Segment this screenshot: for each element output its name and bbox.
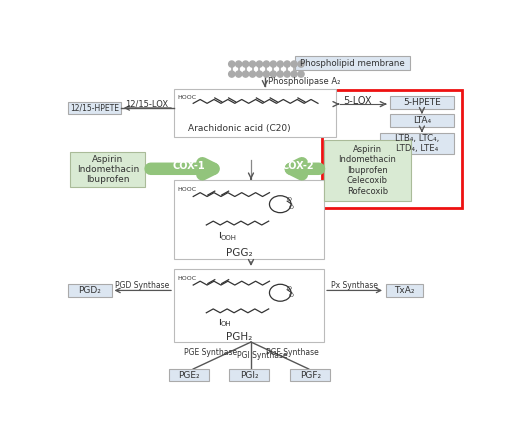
Circle shape [229,71,235,77]
Circle shape [298,71,304,77]
Bar [290,369,330,381]
Bar [174,179,324,259]
Bar [322,90,462,208]
Text: OH: OH [220,321,231,327]
Circle shape [256,71,263,77]
Circle shape [291,61,297,67]
Circle shape [284,61,290,67]
Bar [174,269,324,342]
Circle shape [236,71,242,77]
Bar [390,95,454,109]
Bar [69,284,112,297]
Text: PGD Synthase: PGD Synthase [115,281,170,290]
Text: PGI₂: PGI₂ [240,371,259,380]
Text: PGE Synthase: PGE Synthase [184,348,238,357]
Bar [324,139,411,201]
Text: HOOC: HOOC [178,276,197,281]
Circle shape [242,61,249,67]
Bar [69,102,121,114]
Text: OOH: OOH [220,235,236,241]
Text: PGF Synthase: PGF Synthase [266,348,319,357]
Circle shape [250,61,255,67]
Text: PGI Synthase: PGI Synthase [237,351,288,361]
Text: PGE₂: PGE₂ [178,371,199,380]
Text: 12/15-HPETE: 12/15-HPETE [70,103,119,112]
Circle shape [256,61,263,67]
Text: PGG₂: PGG₂ [226,249,253,258]
Text: Px Synthase: Px Synthase [331,281,378,290]
Text: Phospholipase A₂: Phospholipase A₂ [268,77,340,86]
Circle shape [284,71,290,77]
Text: COX-1: COX-1 [172,162,205,171]
Circle shape [236,61,242,67]
Text: HOOC: HOOC [178,187,197,192]
Circle shape [270,61,277,67]
Circle shape [270,71,277,77]
Text: COX-2: COX-2 [282,162,315,171]
Text: LTA₄: LTA₄ [413,116,431,125]
Circle shape [263,71,269,77]
Text: 12/15-LOX: 12/15-LOX [126,99,169,109]
Text: HOOC: HOOC [178,95,197,100]
Circle shape [277,61,283,67]
Circle shape [229,61,235,67]
Text: PGH₂: PGH₂ [226,332,253,341]
Text: O: O [286,285,291,291]
Circle shape [277,71,283,77]
Text: Aspirin
Indomethacin
Ibuprofen: Aspirin Indomethacin Ibuprofen [77,155,139,184]
Bar [295,56,411,70]
Bar [380,133,454,154]
Text: Phospholipid membrane: Phospholipid membrane [300,59,405,68]
Text: PGD₂: PGD₂ [78,286,102,295]
Text: O: O [289,293,294,298]
Bar [390,114,454,127]
Circle shape [291,71,297,77]
Bar [70,152,145,187]
Text: PGF₂: PGF₂ [299,371,321,380]
Text: Aspirin
Indomethacin
Ibuprofen
Celecoxib
Rofecoxib: Aspirin Indomethacin Ibuprofen Celecoxib… [338,145,396,196]
Text: O: O [286,197,291,202]
Text: O: O [289,205,294,210]
Text: Arachidonic acid (C20): Arachidonic acid (C20) [188,124,291,133]
Text: LTB₄, LTC₄,
LTD₄, LTE₄: LTB₄, LTC₄, LTD₄, LTE₄ [395,134,440,153]
Bar [174,90,336,137]
Text: TxA₂: TxA₂ [394,286,415,295]
Bar [169,369,209,381]
Bar [386,284,422,297]
Text: 5-LOX: 5-LOX [343,96,372,106]
Circle shape [242,71,249,77]
Circle shape [298,61,304,67]
Bar [229,369,269,381]
Circle shape [250,71,255,77]
Text: 5-HPETE: 5-HPETE [403,98,441,107]
Circle shape [263,61,269,67]
